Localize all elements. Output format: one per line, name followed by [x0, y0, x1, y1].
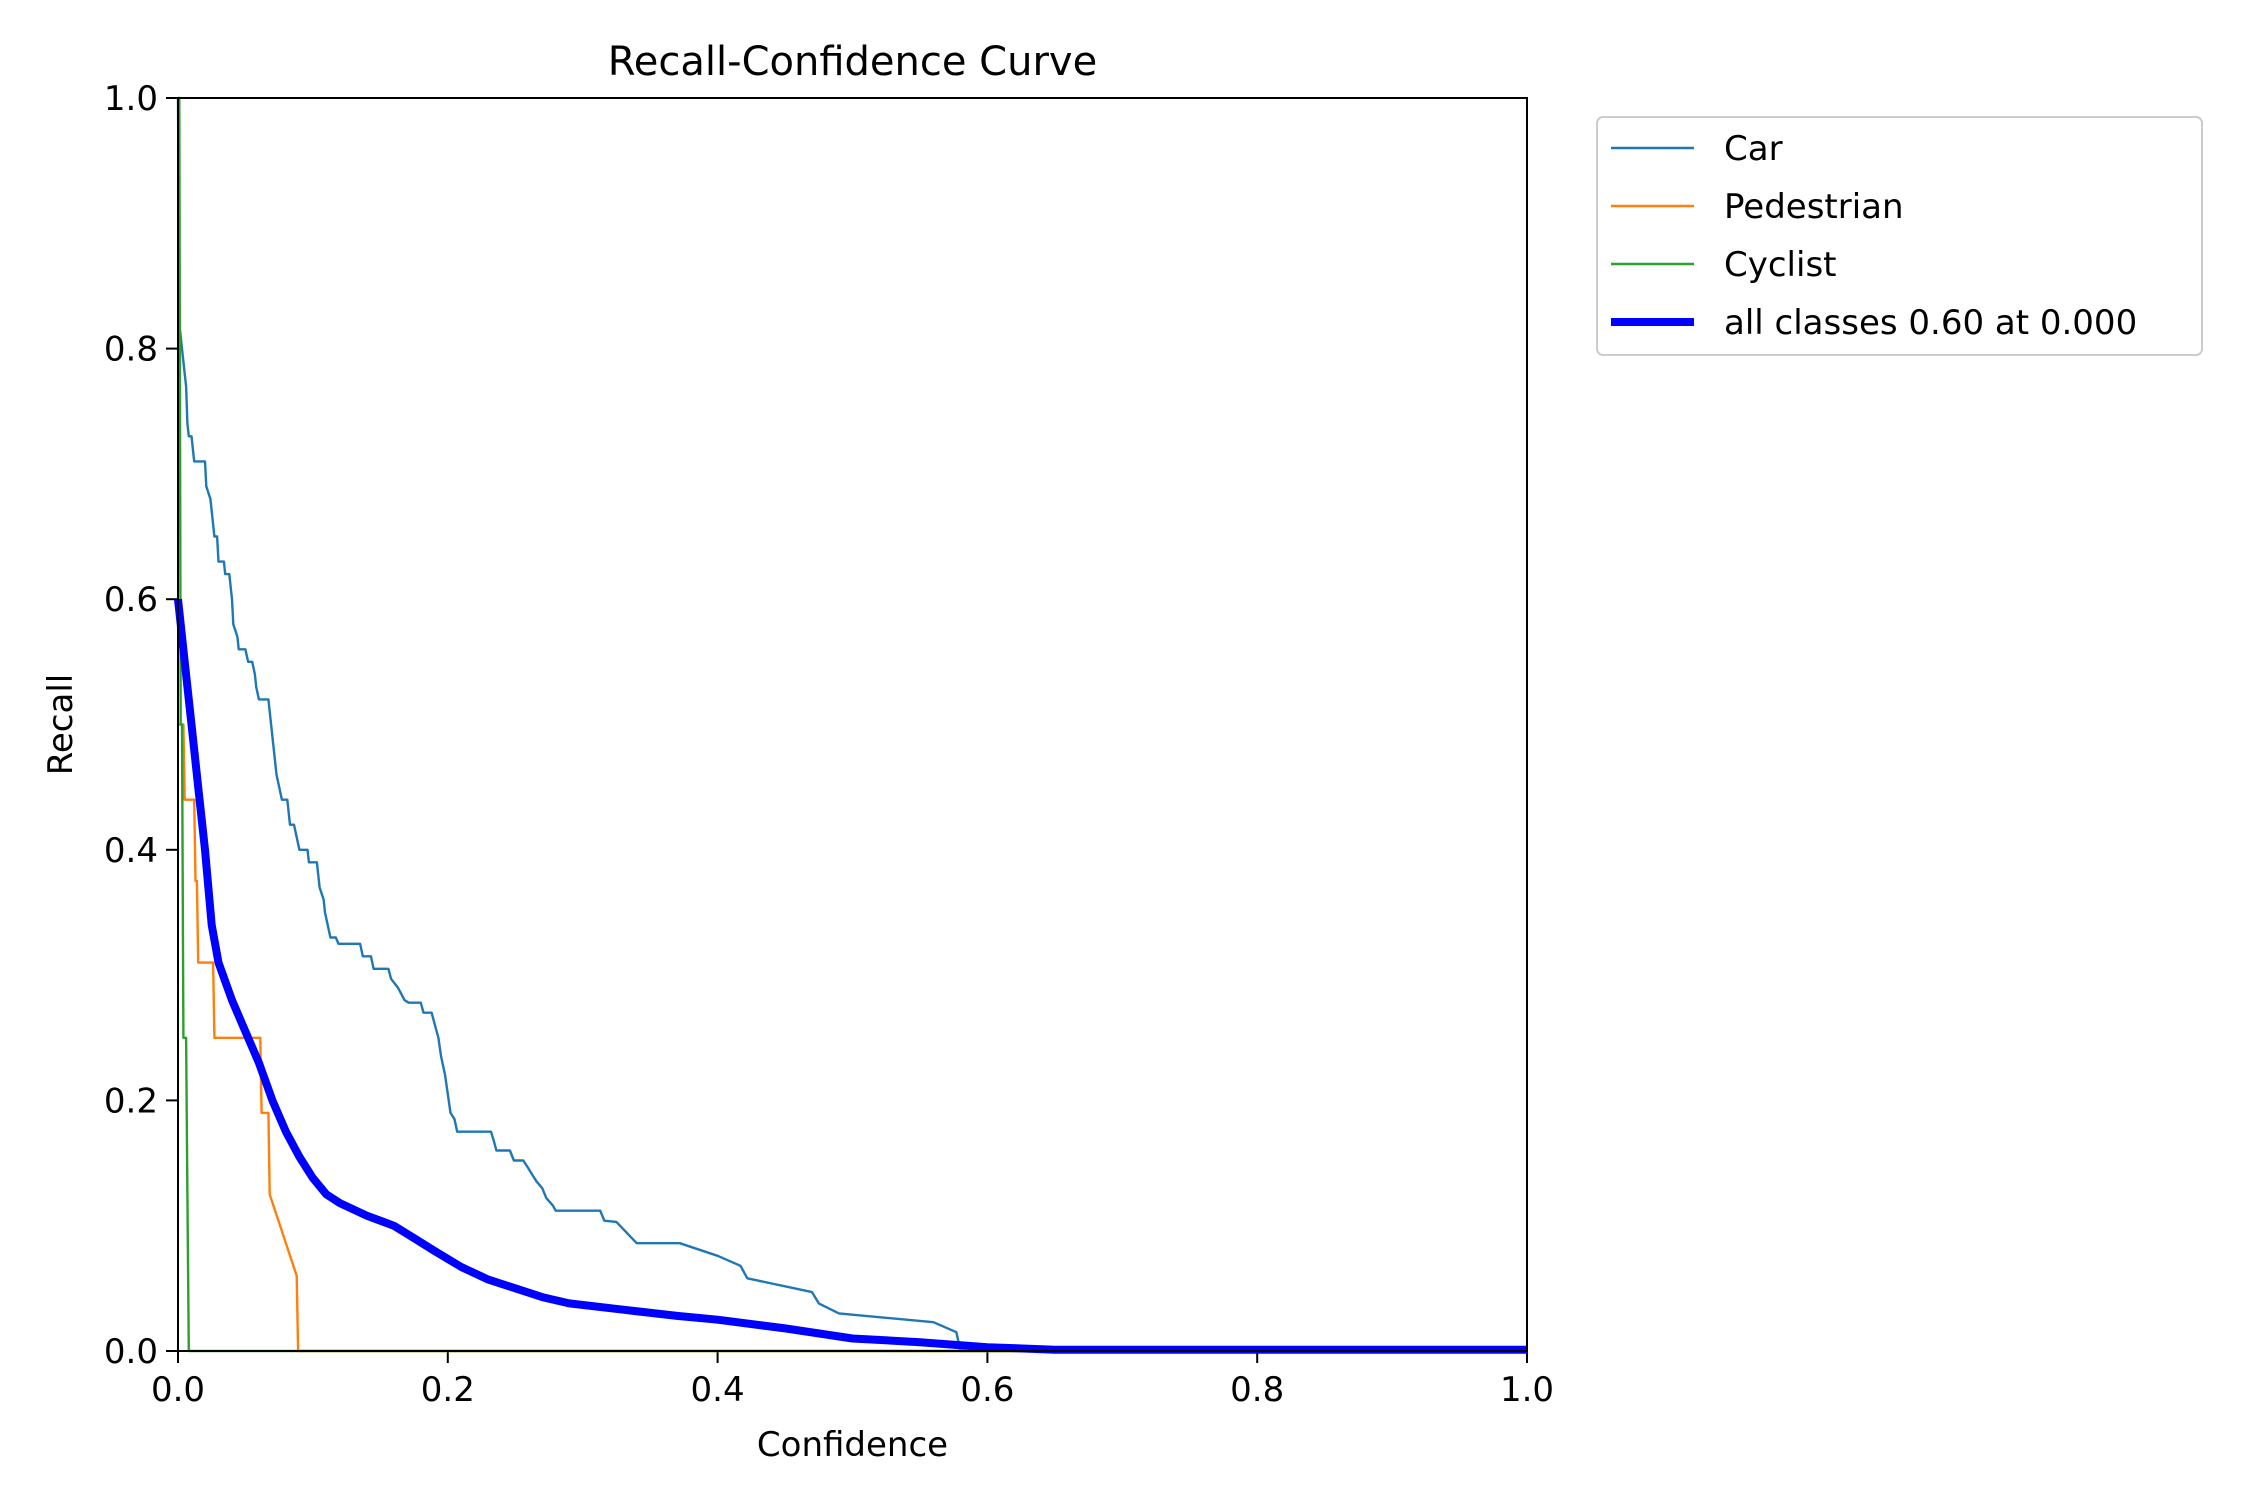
y-tick-label: 0.2 [104, 1081, 158, 1121]
y-tick-label: 0.6 [104, 580, 158, 620]
series-layer [174, 96, 1527, 1354]
x-axis-label: Confidence [757, 1425, 948, 1465]
x-tick-label: 1.0 [1500, 1370, 1554, 1410]
legend-label: Pedestrian [1724, 187, 1904, 227]
y-tick-label: 0.0 [104, 1332, 158, 1372]
x-tick-label: 0.6 [960, 1370, 1014, 1410]
series-line-car [176, 97, 1527, 1353]
x-tick-label: 0.2 [421, 1370, 475, 1410]
series-line-cyclist [178, 96, 1527, 1353]
x-axis-ticks: 0.0 0.2 0.4 0.6 0.8 1.0 [151, 1351, 1554, 1410]
chart-title: Recall-Confidence Curve [608, 39, 1097, 85]
legend: Car Pedestrian Cyclist all classes 0.60 at … [1596, 116, 2203, 356]
y-tick-label: 1.0 [104, 79, 158, 119]
y-tick-label: 0.4 [104, 831, 158, 871]
legend-label: Car [1724, 129, 1783, 169]
x-tick-label: 0.4 [691, 1370, 745, 1410]
legend-box [1596, 116, 2203, 356]
legend-label: all classes 0.60 at 0.000 [1724, 303, 2137, 343]
x-tick-label: 0.0 [151, 1370, 205, 1410]
legend-label: Cyclist [1724, 245, 1837, 285]
y-axis-label: Recall [41, 674, 81, 775]
series-line-pedestrian [178, 723, 1527, 1353]
x-tick-label: 0.8 [1230, 1370, 1284, 1410]
y-tick-label: 0.8 [104, 330, 158, 370]
series-line-all [174, 598, 1527, 1354]
plot-frame [177, 97, 1528, 1352]
y-axis-ticks: 0.0 0.2 0.4 0.6 0.8 1.0 [104, 79, 178, 1372]
